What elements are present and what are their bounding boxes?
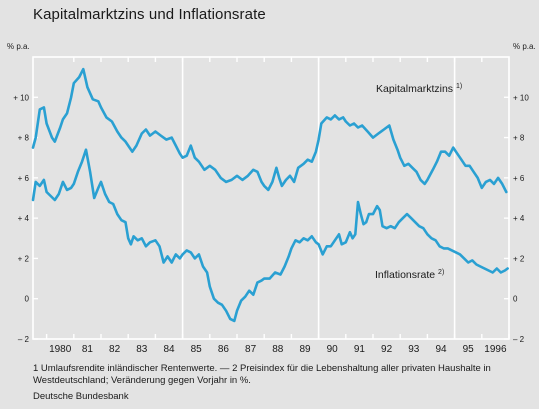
footnote-mark: 2) <box>438 269 444 276</box>
y-tick-label-left: + 8 <box>18 134 30 143</box>
series-line-kapitalmarktzins <box>31 67 508 194</box>
axis-labels: – 2 – 2 0 0 + 2 + 2 + 4 + 4 + 6 + 6 + 8 + 8 + 10 + 10… <box>7 42 536 355</box>
series-label-inflationsrate: Inflationsrate 2) <box>375 269 444 281</box>
y-tick-label-left: + 4 <box>18 214 30 223</box>
x-year-label: 87 <box>245 344 257 355</box>
grid-layer <box>181 57 456 339</box>
y-tick-label-left: – 2 <box>18 335 30 344</box>
x-year-label: 94 <box>435 344 447 355</box>
series-label-kapitalmarktzins: Kapitalmarktzins 1) <box>376 83 462 95</box>
x-year-label: 85 <box>191 344 203 355</box>
x-year-label: 1996 <box>484 344 507 355</box>
x-year-label: 91 <box>354 344 366 355</box>
plot-border <box>32 56 510 340</box>
y-tick-label-right: + 4 <box>513 214 525 223</box>
footnote-mark: 1) <box>456 83 462 90</box>
x-year-label: 83 <box>136 344 148 355</box>
y-unit-left: % p.a. <box>7 42 30 51</box>
x-year-label: 88 <box>272 344 284 355</box>
x-year-label: 95 <box>463 344 475 355</box>
footnote-line-1: 1 Umlaufsrendite inländischer Rentenwert… <box>33 363 491 374</box>
y-tick-label-left: + 2 <box>18 254 30 263</box>
y-tick-label-left: + 6 <box>18 174 30 183</box>
plot-frame <box>32 56 510 340</box>
x-year-label: 93 <box>408 344 420 355</box>
x-year-label: 86 <box>218 344 230 355</box>
y-tick-label-right: + 6 <box>513 174 525 183</box>
source-note: Deutsche Bundesbank <box>33 391 129 402</box>
lines-layer <box>31 67 509 323</box>
y-tick-label-right: + 2 <box>513 254 525 263</box>
footnote-line-2: Westdeutschland; Veränderung gegen Vorja… <box>33 375 251 386</box>
x-year-label: 84 <box>163 344 175 355</box>
y-unit-right: % p.a. <box>513 42 536 51</box>
x-year-label: 89 <box>299 344 311 355</box>
y-tick-label-right: + 10 <box>513 93 529 102</box>
series-labels: Kapitalmarktzins 1) Inflationsrate 2) <box>375 83 462 281</box>
chart-title: Kapitalmarktzins und Inflationsrate <box>33 6 266 23</box>
x-year-label: 1980 <box>49 344 72 355</box>
x-year-label: 90 <box>327 344 339 355</box>
y-tick-label-left: 0 <box>25 295 30 304</box>
series-line-inflationsrate <box>31 148 509 323</box>
y-tick-label-right: + 8 <box>513 134 525 143</box>
x-year-label: 82 <box>109 344 121 355</box>
x-year-label: 81 <box>82 344 94 355</box>
ticks-layer <box>33 57 510 340</box>
footnote: 1 Umlaufsrendite inländischer Rentenwert… <box>33 363 513 387</box>
x-year-label: 92 <box>381 344 393 355</box>
y-tick-label-right: – 2 <box>513 335 525 344</box>
y-tick-label-left: + 10 <box>13 93 29 102</box>
y-tick-label-right: 0 <box>513 295 518 304</box>
chart-svg: – 2 – 2 0 0 + 2 + 2 + 4 + 4 + 6 + 6 + 8 + 8 + 10 + 10… <box>7 42 536 355</box>
